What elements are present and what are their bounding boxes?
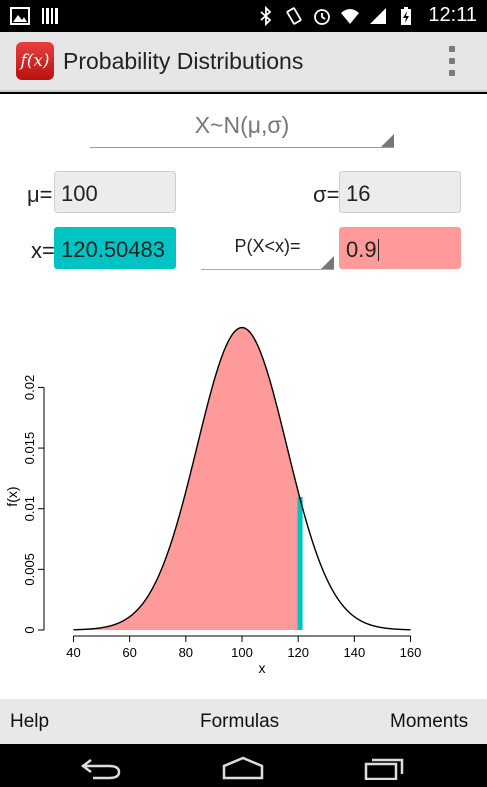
y-tick-label: 0 <box>22 626 37 633</box>
moments-button[interactable]: Moments <box>390 711 469 732</box>
x-axis-label: x <box>259 660 266 676</box>
mu-label: μ= <box>27 182 53 207</box>
x-tick-label: 40 <box>66 645 80 660</box>
dropdown-arrow-icon <box>321 256 334 269</box>
x-tick-label: 60 <box>122 645 136 660</box>
status-bar: 12:11 <box>0 0 487 32</box>
mu-input[interactable]: 100 <box>54 171 176 213</box>
x-marker <box>297 496 303 630</box>
wifi-icon <box>341 8 360 24</box>
x-tick-label: 100 <box>231 645 253 660</box>
probability-type-value: P(X<x)= <box>234 236 301 256</box>
shaded-area <box>73 327 300 630</box>
signal-icon <box>370 7 387 24</box>
overflow-menu-icon[interactable] <box>449 46 455 76</box>
sigma-input[interactable]: 16 <box>339 171 461 213</box>
y-tick-label: 0.01 <box>22 496 37 521</box>
x-label: x= <box>31 238 55 263</box>
x-input[interactable]: 120.50483 <box>54 227 176 269</box>
distribution-select-value: X~N(μ,σ) <box>194 112 290 138</box>
recents-icon[interactable] <box>362 756 406 780</box>
sigma-label: σ= <box>313 182 340 207</box>
bottom-menu: Help Formulas Moments <box>0 699 487 744</box>
y-axis-label: f(x) <box>4 486 20 506</box>
help-button[interactable]: Help <box>10 711 50 732</box>
y-tick-label: 0.02 <box>22 375 37 400</box>
y-tick-label: 0.015 <box>22 432 37 465</box>
app-logo-icon: f(x) <box>16 42 54 80</box>
x-tick-label: 120 <box>287 645 309 660</box>
battery-charging-icon <box>401 6 412 25</box>
distribution-select[interactable]: X~N(μ,σ) <box>90 110 394 148</box>
clock: 12:11 <box>428 4 477 26</box>
app-title: Probability Distributions <box>63 48 304 74</box>
density-chart: 0 0.005 0.01 0.015 0.02 40 60 80 100 120 140 160 x f(… <box>4 326 422 676</box>
dropdown-arrow-icon <box>381 134 394 147</box>
rotate-icon <box>286 6 302 25</box>
image-icon <box>10 7 30 25</box>
text-cursor <box>377 239 379 261</box>
density-curve <box>73 326 411 631</box>
probability-value: 0.9 <box>346 237 377 262</box>
app-bar: f(x) Probability Distributions <box>0 32 487 92</box>
probability-input[interactable]: 0.9 <box>339 227 461 269</box>
x-tick-label: 80 <box>179 645 193 660</box>
back-icon[interactable] <box>79 756 123 780</box>
formulas-button[interactable]: Formulas <box>200 711 280 732</box>
probability-type-select[interactable]: P(X<x)= <box>201 226 334 270</box>
main-content: X~N(μ,σ) μ= 100 σ= 16 x= 120.50483 P(X<x… <box>0 94 487 699</box>
bluetooth-icon <box>260 5 272 26</box>
barcode-icon <box>42 8 58 24</box>
app-logo-text: f(x) <box>20 51 50 71</box>
alarm-icon <box>314 8 331 25</box>
navigation-bar <box>0 744 487 787</box>
x-tick-label: 160 <box>400 645 422 660</box>
y-tick-label: 0.005 <box>22 553 37 586</box>
x-tick-label: 140 <box>344 645 366 660</box>
home-icon[interactable] <box>221 756 265 780</box>
